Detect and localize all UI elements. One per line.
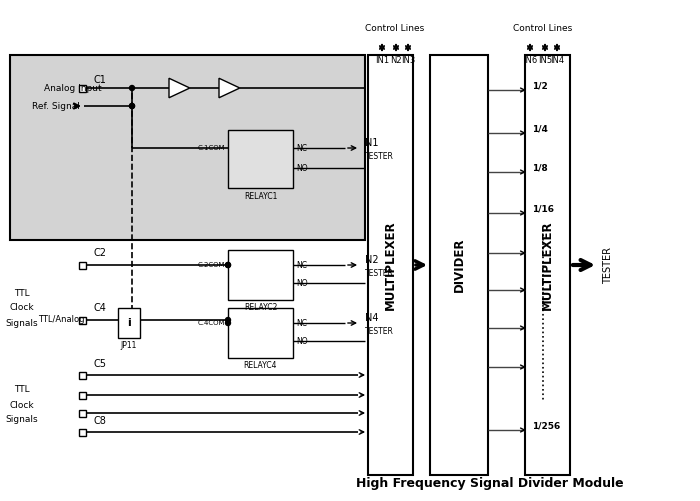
Polygon shape <box>169 78 190 98</box>
Text: 1/4: 1/4 <box>532 125 548 133</box>
Text: JP11: JP11 <box>121 341 137 350</box>
Text: RELAYC2: RELAYC2 <box>244 304 277 313</box>
Text: Signals: Signals <box>6 415 38 424</box>
Text: Signals: Signals <box>6 319 38 328</box>
Text: 1/8: 1/8 <box>532 163 547 172</box>
Text: C8: C8 <box>94 416 106 426</box>
Bar <box>525 55 570 475</box>
Text: TTL: TTL <box>14 289 30 298</box>
Text: IN6: IN6 <box>523 56 537 65</box>
Text: Analog Input: Analog Input <box>44 84 102 93</box>
Circle shape <box>225 263 230 268</box>
Text: 1/256: 1/256 <box>532 421 560 430</box>
Text: NC: NC <box>296 261 307 270</box>
Bar <box>78 372 85 378</box>
Circle shape <box>130 86 134 91</box>
Text: NO: NO <box>296 337 307 346</box>
Circle shape <box>130 104 134 109</box>
Text: C4: C4 <box>94 303 106 313</box>
Text: C.2COM: C.2COM <box>197 262 225 268</box>
Text: i: i <box>127 318 131 328</box>
Text: TESTER: TESTER <box>365 327 394 336</box>
Text: Clock: Clock <box>10 304 34 313</box>
Text: DIVIDER: DIVIDER <box>452 238 466 292</box>
Text: C5: C5 <box>94 359 106 369</box>
Text: Control Lines: Control Lines <box>365 24 425 33</box>
Text: MULTIPLEXER: MULTIPLEXER <box>541 220 554 310</box>
Bar <box>118 308 140 338</box>
Bar <box>430 55 488 475</box>
Text: IN1: IN1 <box>375 56 389 65</box>
Bar <box>78 262 85 269</box>
Text: RELAYC1: RELAYC1 <box>244 191 277 200</box>
Text: IN5: IN5 <box>538 56 552 65</box>
Text: RELAYC4: RELAYC4 <box>244 362 277 371</box>
Text: Control Lines: Control Lines <box>513 24 573 33</box>
Bar <box>228 250 293 300</box>
Text: Ref. Signal: Ref. Signal <box>32 102 80 111</box>
Text: MULTIPLEXER: MULTIPLEXER <box>384 220 397 310</box>
Bar <box>228 308 293 358</box>
Text: IN3: IN3 <box>401 56 415 65</box>
Bar <box>368 55 413 475</box>
Text: NO: NO <box>296 163 307 172</box>
Text: TTL: TTL <box>14 385 30 394</box>
Circle shape <box>130 104 134 109</box>
Text: N2: N2 <box>390 56 402 65</box>
Text: TESTER: TESTER <box>365 269 394 278</box>
Text: TTL/Analog: TTL/Analog <box>38 316 85 325</box>
Text: C2: C2 <box>94 248 106 258</box>
Text: 1/16: 1/16 <box>532 204 554 213</box>
Text: NC: NC <box>296 319 307 328</box>
Text: C1: C1 <box>94 75 106 85</box>
Text: NO: NO <box>296 279 307 288</box>
Text: TESTER: TESTER <box>365 151 394 160</box>
Text: N4: N4 <box>365 313 379 323</box>
Bar <box>78 409 85 416</box>
Text: NC: NC <box>296 143 307 152</box>
Text: 1/2: 1/2 <box>532 82 547 91</box>
Bar <box>78 317 85 324</box>
Bar <box>10 55 365 240</box>
Text: C.1COM: C.1COM <box>197 145 225 151</box>
Text: TESTER: TESTER <box>603 246 613 284</box>
Polygon shape <box>219 78 240 98</box>
Text: IN4: IN4 <box>550 56 564 65</box>
Circle shape <box>225 321 230 326</box>
Bar <box>78 85 85 92</box>
Text: N2: N2 <box>365 255 379 265</box>
Bar <box>78 428 85 435</box>
Circle shape <box>225 263 230 268</box>
Bar <box>228 130 293 188</box>
Text: Clock: Clock <box>10 400 34 409</box>
Text: C.4COM: C.4COM <box>197 320 225 326</box>
Text: N1: N1 <box>365 138 379 148</box>
Text: High Frequency Signal Divider Module: High Frequency Signal Divider Module <box>356 476 624 489</box>
Circle shape <box>225 318 230 323</box>
Bar <box>78 391 85 398</box>
